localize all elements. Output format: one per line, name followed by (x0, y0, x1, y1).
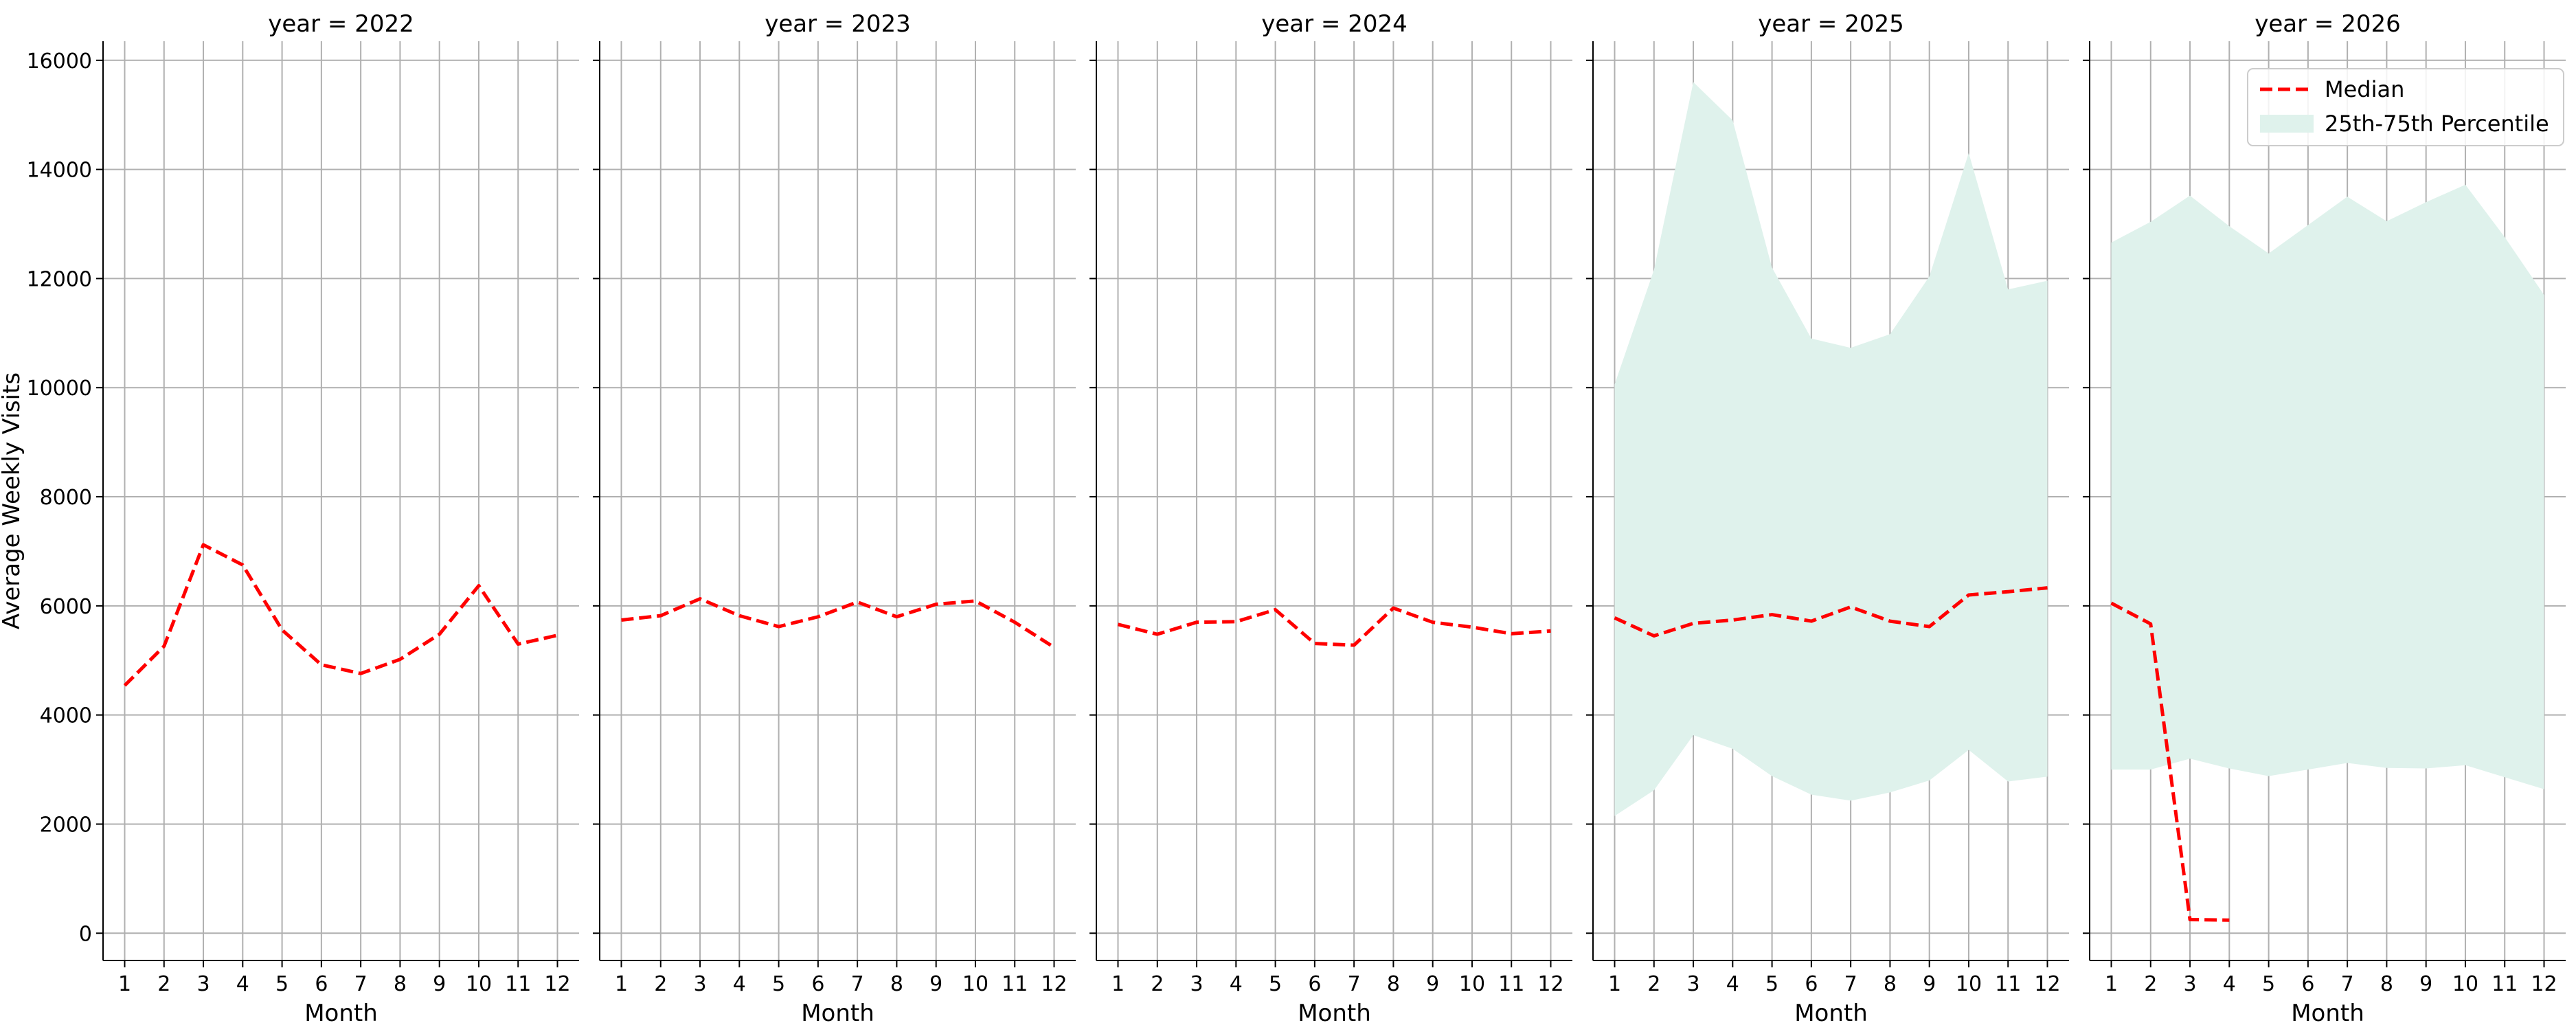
x-tick-label: 3 (2183, 972, 2196, 996)
x-tick-label: 1 (1608, 972, 1621, 996)
x-tick-label: 2 (1151, 972, 1164, 996)
x-tick-label: 6 (2301, 972, 2314, 996)
y-tick-label: 0 (79, 922, 92, 946)
median-line (2110, 601, 2230, 922)
x-tick-label: 4 (733, 972, 746, 996)
x-tick-label: 5 (772, 972, 785, 996)
x-tick-label: 10 (1956, 972, 1982, 996)
x-tick-label: 2 (1647, 972, 1660, 996)
panel-title: year = 2025 (1758, 10, 1903, 38)
x-tick-label: 4 (1230, 972, 1243, 996)
x-tick-label: 1 (2105, 972, 2118, 996)
x-tick-label: 2 (157, 972, 170, 996)
x-tick-label: 7 (851, 972, 864, 996)
legend-box (2247, 68, 2564, 146)
x-tick-label: 6 (1805, 972, 1818, 996)
percentile-band (2111, 184, 2544, 789)
y-tick-label: 8000 (40, 486, 92, 510)
x-tick-label: 3 (1190, 972, 1203, 996)
x-tick-label: 12 (544, 972, 570, 996)
x-tick-label: 1 (615, 972, 628, 996)
x-tick-label: 5 (1269, 972, 1282, 996)
x-tick-label: 8 (394, 972, 407, 996)
x-tick-label: 6 (811, 972, 824, 996)
x-tick-label: 3 (196, 972, 210, 996)
percentile-band (1614, 82, 2048, 816)
x-tick-label: 1 (1111, 972, 1125, 996)
x-axis-label: Month (1298, 1000, 1371, 1027)
x-tick-label: 8 (2380, 972, 2393, 996)
x-tick-label: 8 (890, 972, 903, 996)
x-tick-label: 3 (1686, 972, 1699, 996)
panel-title: year = 2022 (268, 10, 414, 38)
y-axis-label: Average Weekly Visits (0, 372, 25, 629)
x-tick-label: 3 (693, 972, 706, 996)
median-line (1117, 606, 1551, 647)
x-tick-label: 4 (2223, 972, 2236, 996)
x-tick-label: 10 (1459, 972, 1485, 996)
x-tick-label: 7 (1844, 972, 1857, 996)
y-tick-label: 16000 (27, 49, 92, 74)
x-tick-label: 6 (1308, 972, 1321, 996)
x-tick-label: 12 (2034, 972, 2060, 996)
x-tick-label: 4 (236, 972, 249, 996)
panel-title: year = 2024 (1261, 10, 1407, 38)
x-tick-label: 12 (2531, 972, 2557, 996)
x-tick-label: 11 (1498, 972, 1524, 996)
x-tick-label: 5 (2262, 972, 2275, 996)
x-tick-label: 8 (1387, 972, 1400, 996)
x-tick-label: 10 (466, 972, 492, 996)
x-tick-label: 7 (2341, 972, 2354, 996)
x-tick-label: 9 (433, 972, 446, 996)
y-tick-label: 6000 (40, 595, 92, 619)
panel-title: year = 2026 (2255, 10, 2400, 38)
median-line (123, 543, 558, 687)
legend-label: Median (2325, 76, 2404, 102)
legend-label: 25th-75th Percentile (2325, 111, 2549, 137)
x-tick-label: 5 (275, 972, 289, 996)
y-tick-label: 14000 (27, 159, 92, 183)
y-tick-label: 4000 (40, 704, 92, 728)
x-tick-label: 2 (2144, 972, 2157, 996)
legend-band-swatch (2260, 115, 2314, 133)
x-tick-label: 5 (1765, 972, 1778, 996)
x-tick-label: 11 (2492, 972, 2518, 996)
x-tick-label: 11 (1002, 972, 1028, 996)
x-tick-label: 8 (1884, 972, 1897, 996)
x-tick-label: 4 (1726, 972, 1739, 996)
x-tick-label: 2 (654, 972, 667, 996)
x-tick-label: 9 (1923, 972, 1936, 996)
legend: Median 25th-75th Percentile (2247, 68, 2564, 146)
x-tick-label: 10 (962, 972, 988, 996)
x-tick-label: 9 (929, 972, 942, 996)
y-tick-label: 2000 (40, 813, 92, 837)
median-line (1614, 586, 2048, 638)
x-tick-label: 7 (354, 972, 368, 996)
x-tick-label: 11 (505, 972, 531, 996)
x-tick-label: 12 (1041, 972, 1067, 996)
x-tick-label: 9 (2419, 972, 2432, 996)
median-line (621, 597, 1055, 649)
x-tick-label: 11 (1995, 972, 2021, 996)
x-axis-label: Month (801, 1000, 874, 1027)
x-axis-label: Month (2291, 1000, 2364, 1027)
x-tick-label: 1 (118, 972, 131, 996)
x-tick-label: 6 (315, 972, 328, 996)
x-tick-label: 9 (1426, 972, 1439, 996)
x-tick-label: 7 (1348, 972, 1361, 996)
x-axis-label: Month (304, 1000, 378, 1027)
x-tick-label: 10 (2452, 972, 2478, 996)
x-tick-label: 12 (1537, 972, 1563, 996)
panel-title: year = 2023 (765, 10, 910, 38)
x-axis-label: Month (1794, 1000, 1868, 1027)
y-tick-label: 10000 (27, 376, 92, 401)
y-tick-label: 12000 (27, 267, 92, 291)
